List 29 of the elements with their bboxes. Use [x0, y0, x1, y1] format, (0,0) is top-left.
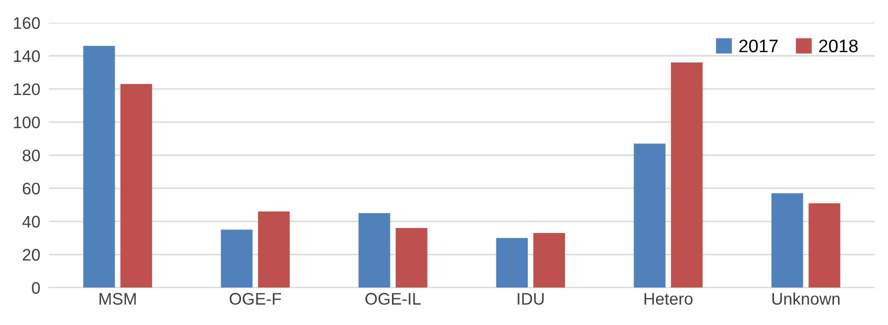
bar: [670, 62, 703, 288]
bar: [533, 232, 565, 288]
x-tick-label: Unknown: [772, 292, 840, 305]
bar: [120, 84, 152, 288]
y-tick-label: 140: [14, 50, 40, 62]
x-tick-label: Hetero: [644, 293, 693, 305]
y-tick-label: 40: [22, 216, 40, 228]
x-tick-label: OGE-F: [230, 292, 282, 305]
y-tick-label: 120: [14, 83, 40, 96]
y-tick-label: 160: [14, 17, 40, 29]
y-tick-label: 80: [22, 150, 40, 162]
bar: [83, 46, 115, 288]
bar: [220, 230, 253, 288]
y-tick-label: 100: [14, 116, 40, 128]
bar: [496, 238, 528, 288]
bar: [634, 144, 666, 288]
bar: [808, 203, 840, 288]
bar: [771, 193, 804, 288]
bar: [396, 228, 428, 288]
x-tick-label: OGE-IL: [365, 292, 421, 305]
legend-label: 2017: [739, 40, 778, 52]
legend-label: 2018: [819, 40, 858, 52]
x-tick-label: MSM: [100, 292, 136, 305]
y-tick-label: 0: [32, 282, 40, 294]
y-tick-label: 20: [22, 248, 40, 261]
bar: [258, 211, 290, 288]
y-tick-label: 60: [22, 182, 40, 194]
bar: [358, 213, 390, 288]
x-tick-label: IDU: [518, 293, 544, 305]
